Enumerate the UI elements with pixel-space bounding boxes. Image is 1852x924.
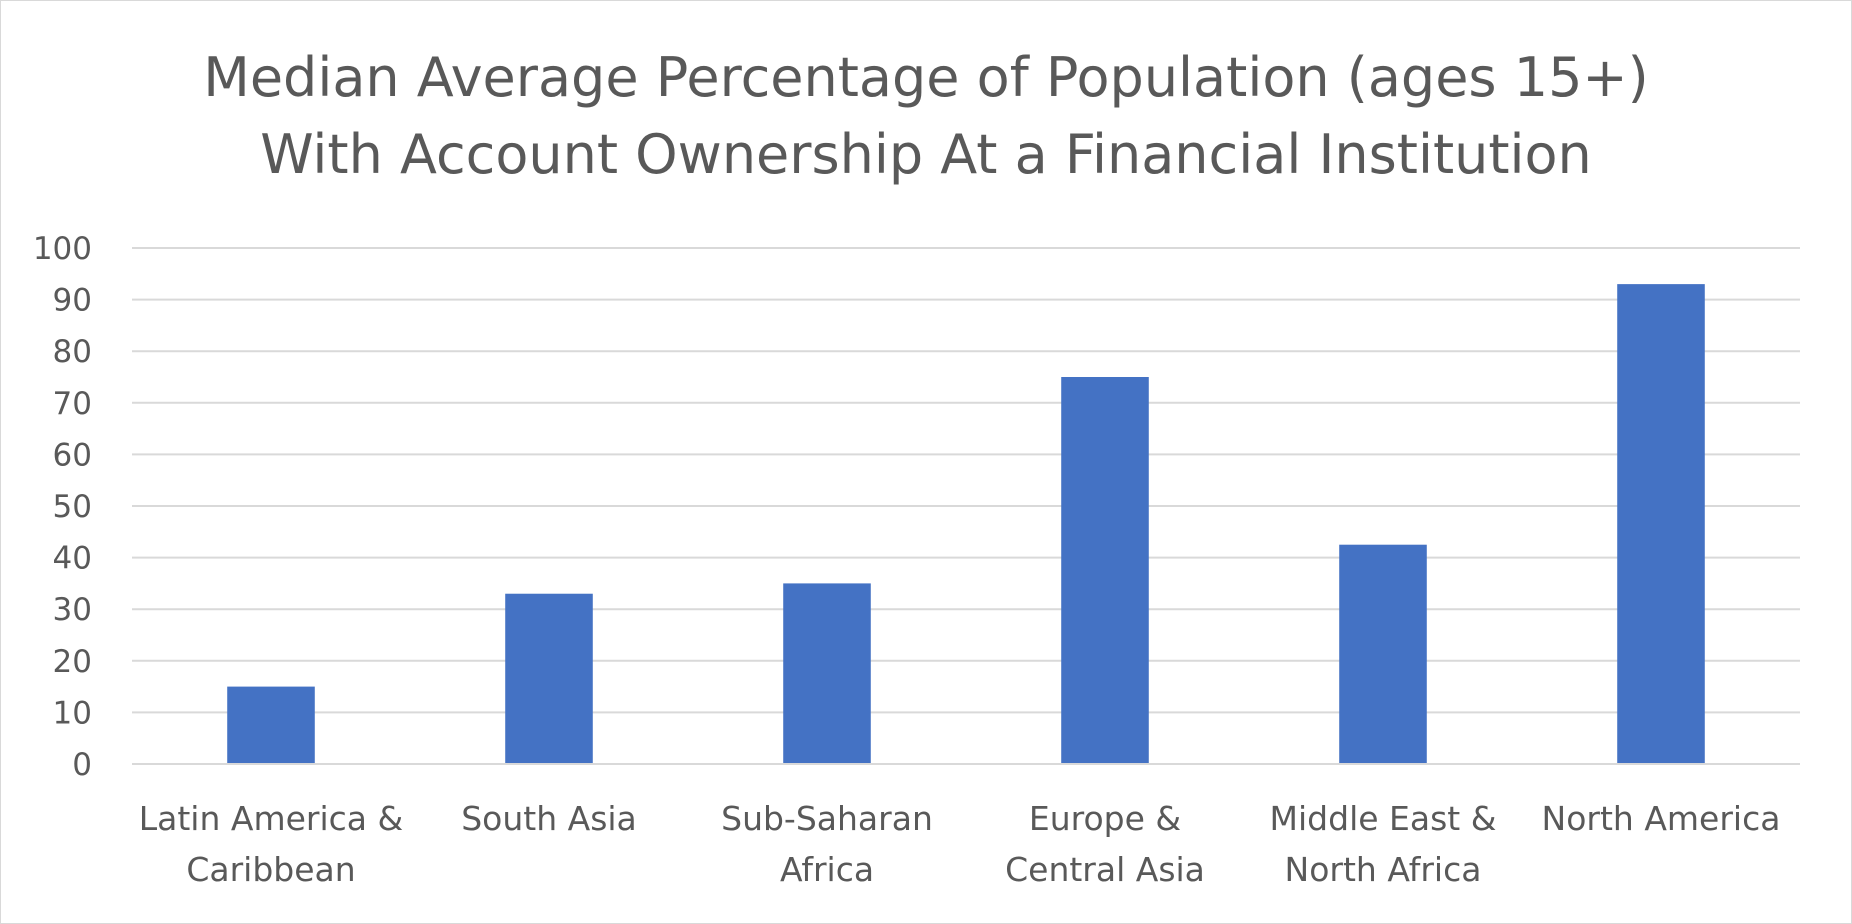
bar — [783, 583, 871, 764]
y-tick-label: 40 — [53, 541, 92, 577]
y-tick-label: 60 — [53, 437, 92, 473]
bar — [227, 686, 315, 764]
y-tick-label: 10 — [53, 695, 92, 731]
y-tick-label: 70 — [53, 386, 92, 422]
x-tick-label: Latin America & Caribbean — [139, 799, 403, 889]
y-tick-label: 100 — [33, 231, 92, 267]
bar — [1061, 377, 1149, 764]
x-tick-label: Middle East & North Africa — [1270, 799, 1497, 889]
chart-title-line-1: Median Average Percentage of Population … — [203, 46, 1649, 109]
bar — [505, 593, 593, 764]
bar — [1617, 284, 1705, 764]
x-tick-label: South Asia — [461, 799, 637, 838]
x-tick-label: Sub-Saharan Africa — [721, 799, 933, 889]
bar — [1339, 544, 1427, 764]
x-axis-labels: Latin America & Caribbean South Asia Sub-Sa… — [139, 799, 1781, 889]
x-tick-label: Europe & Central Asia — [1005, 799, 1205, 889]
y-tick-label: 90 — [53, 283, 92, 319]
y-tick-label: 50 — [53, 489, 92, 525]
gridlines — [132, 247, 1800, 714]
y-axis-ticks: 0 10 20 30 40 50 60 70 80 90 100 — [33, 231, 92, 783]
y-tick-label: 30 — [53, 592, 92, 628]
y-tick-label: 0 — [72, 747, 92, 783]
y-tick-label: 80 — [53, 334, 92, 370]
x-tick-label: North America — [1542, 799, 1781, 838]
y-tick-label: 20 — [53, 644, 92, 680]
chart-title-line-2: With Account Ownership At a Financial In… — [260, 123, 1592, 186]
bars — [227, 284, 1705, 764]
